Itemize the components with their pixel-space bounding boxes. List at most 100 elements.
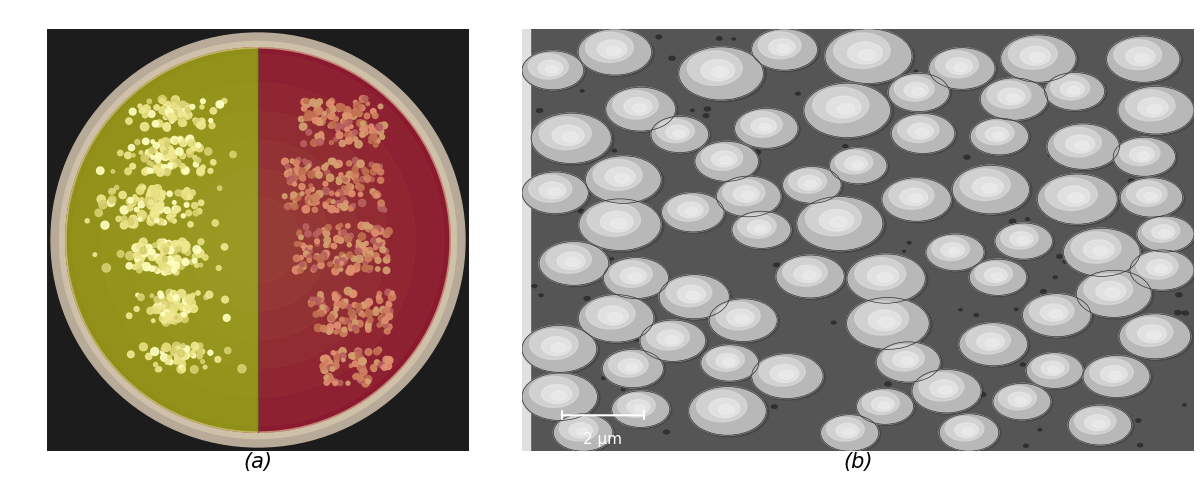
Circle shape: [139, 186, 143, 189]
Circle shape: [340, 252, 344, 258]
Circle shape: [822, 415, 881, 453]
Circle shape: [1106, 36, 1180, 82]
Circle shape: [1030, 53, 1045, 62]
Circle shape: [294, 242, 299, 246]
Circle shape: [126, 263, 132, 269]
Circle shape: [150, 294, 154, 298]
Circle shape: [137, 242, 143, 249]
Circle shape: [347, 265, 354, 272]
Circle shape: [362, 96, 368, 101]
Circle shape: [319, 312, 324, 316]
Circle shape: [157, 310, 161, 314]
Circle shape: [172, 300, 179, 308]
Circle shape: [383, 208, 386, 212]
Circle shape: [373, 252, 379, 259]
Circle shape: [169, 148, 173, 152]
Circle shape: [161, 246, 166, 251]
Circle shape: [148, 168, 152, 173]
Circle shape: [641, 321, 708, 363]
Circle shape: [209, 123, 215, 129]
Circle shape: [328, 112, 335, 120]
Circle shape: [314, 253, 319, 259]
Circle shape: [374, 360, 379, 365]
Circle shape: [192, 146, 197, 151]
Circle shape: [329, 205, 336, 213]
Circle shape: [371, 168, 377, 175]
Circle shape: [358, 376, 365, 383]
Circle shape: [170, 261, 175, 265]
Circle shape: [143, 139, 148, 144]
Circle shape: [121, 216, 127, 221]
Circle shape: [161, 151, 166, 155]
Circle shape: [176, 107, 180, 111]
Circle shape: [538, 60, 563, 76]
Circle shape: [788, 169, 827, 193]
Circle shape: [179, 312, 185, 319]
Circle shape: [566, 258, 580, 267]
Circle shape: [181, 249, 186, 253]
Circle shape: [620, 267, 647, 284]
Circle shape: [959, 309, 962, 311]
Circle shape: [1120, 140, 1160, 166]
Circle shape: [586, 298, 635, 329]
Circle shape: [523, 51, 586, 91]
Circle shape: [378, 177, 384, 183]
Circle shape: [347, 183, 352, 189]
Circle shape: [168, 302, 175, 309]
Circle shape: [355, 183, 361, 189]
Circle shape: [150, 194, 156, 199]
Circle shape: [1063, 228, 1140, 276]
Circle shape: [194, 119, 202, 126]
Circle shape: [166, 262, 169, 265]
Circle shape: [1009, 219, 1016, 223]
Circle shape: [163, 153, 169, 159]
Circle shape: [294, 193, 301, 201]
Circle shape: [162, 220, 167, 225]
Circle shape: [848, 298, 932, 351]
Circle shape: [362, 169, 368, 175]
Circle shape: [578, 295, 654, 342]
Circle shape: [348, 184, 353, 189]
Circle shape: [340, 140, 346, 146]
Circle shape: [336, 301, 341, 306]
Circle shape: [580, 29, 654, 77]
Circle shape: [197, 353, 203, 359]
Circle shape: [322, 115, 326, 120]
Circle shape: [710, 300, 780, 343]
Circle shape: [316, 242, 319, 246]
Circle shape: [172, 96, 180, 104]
Circle shape: [312, 265, 317, 271]
Circle shape: [941, 243, 965, 257]
Circle shape: [919, 372, 964, 401]
Circle shape: [1058, 186, 1090, 206]
Circle shape: [162, 319, 167, 324]
Circle shape: [334, 307, 338, 312]
Circle shape: [302, 224, 308, 230]
Circle shape: [163, 243, 169, 248]
Wedge shape: [66, 48, 258, 432]
Circle shape: [605, 258, 671, 300]
Circle shape: [336, 179, 342, 185]
Circle shape: [52, 33, 464, 447]
Circle shape: [212, 220, 218, 226]
Circle shape: [163, 152, 168, 157]
Circle shape: [347, 161, 352, 166]
Circle shape: [127, 205, 133, 211]
Circle shape: [362, 265, 368, 272]
Circle shape: [157, 243, 166, 250]
Circle shape: [173, 99, 179, 105]
Circle shape: [287, 168, 292, 174]
Circle shape: [377, 291, 382, 296]
Circle shape: [901, 357, 913, 365]
Circle shape: [349, 327, 353, 331]
Circle shape: [996, 224, 1055, 261]
Circle shape: [354, 328, 359, 333]
Circle shape: [169, 308, 174, 313]
Circle shape: [340, 189, 346, 195]
Circle shape: [368, 136, 373, 140]
Circle shape: [161, 354, 168, 361]
Circle shape: [299, 235, 304, 240]
Circle shape: [148, 99, 151, 104]
Circle shape: [323, 310, 326, 314]
Circle shape: [552, 125, 584, 145]
